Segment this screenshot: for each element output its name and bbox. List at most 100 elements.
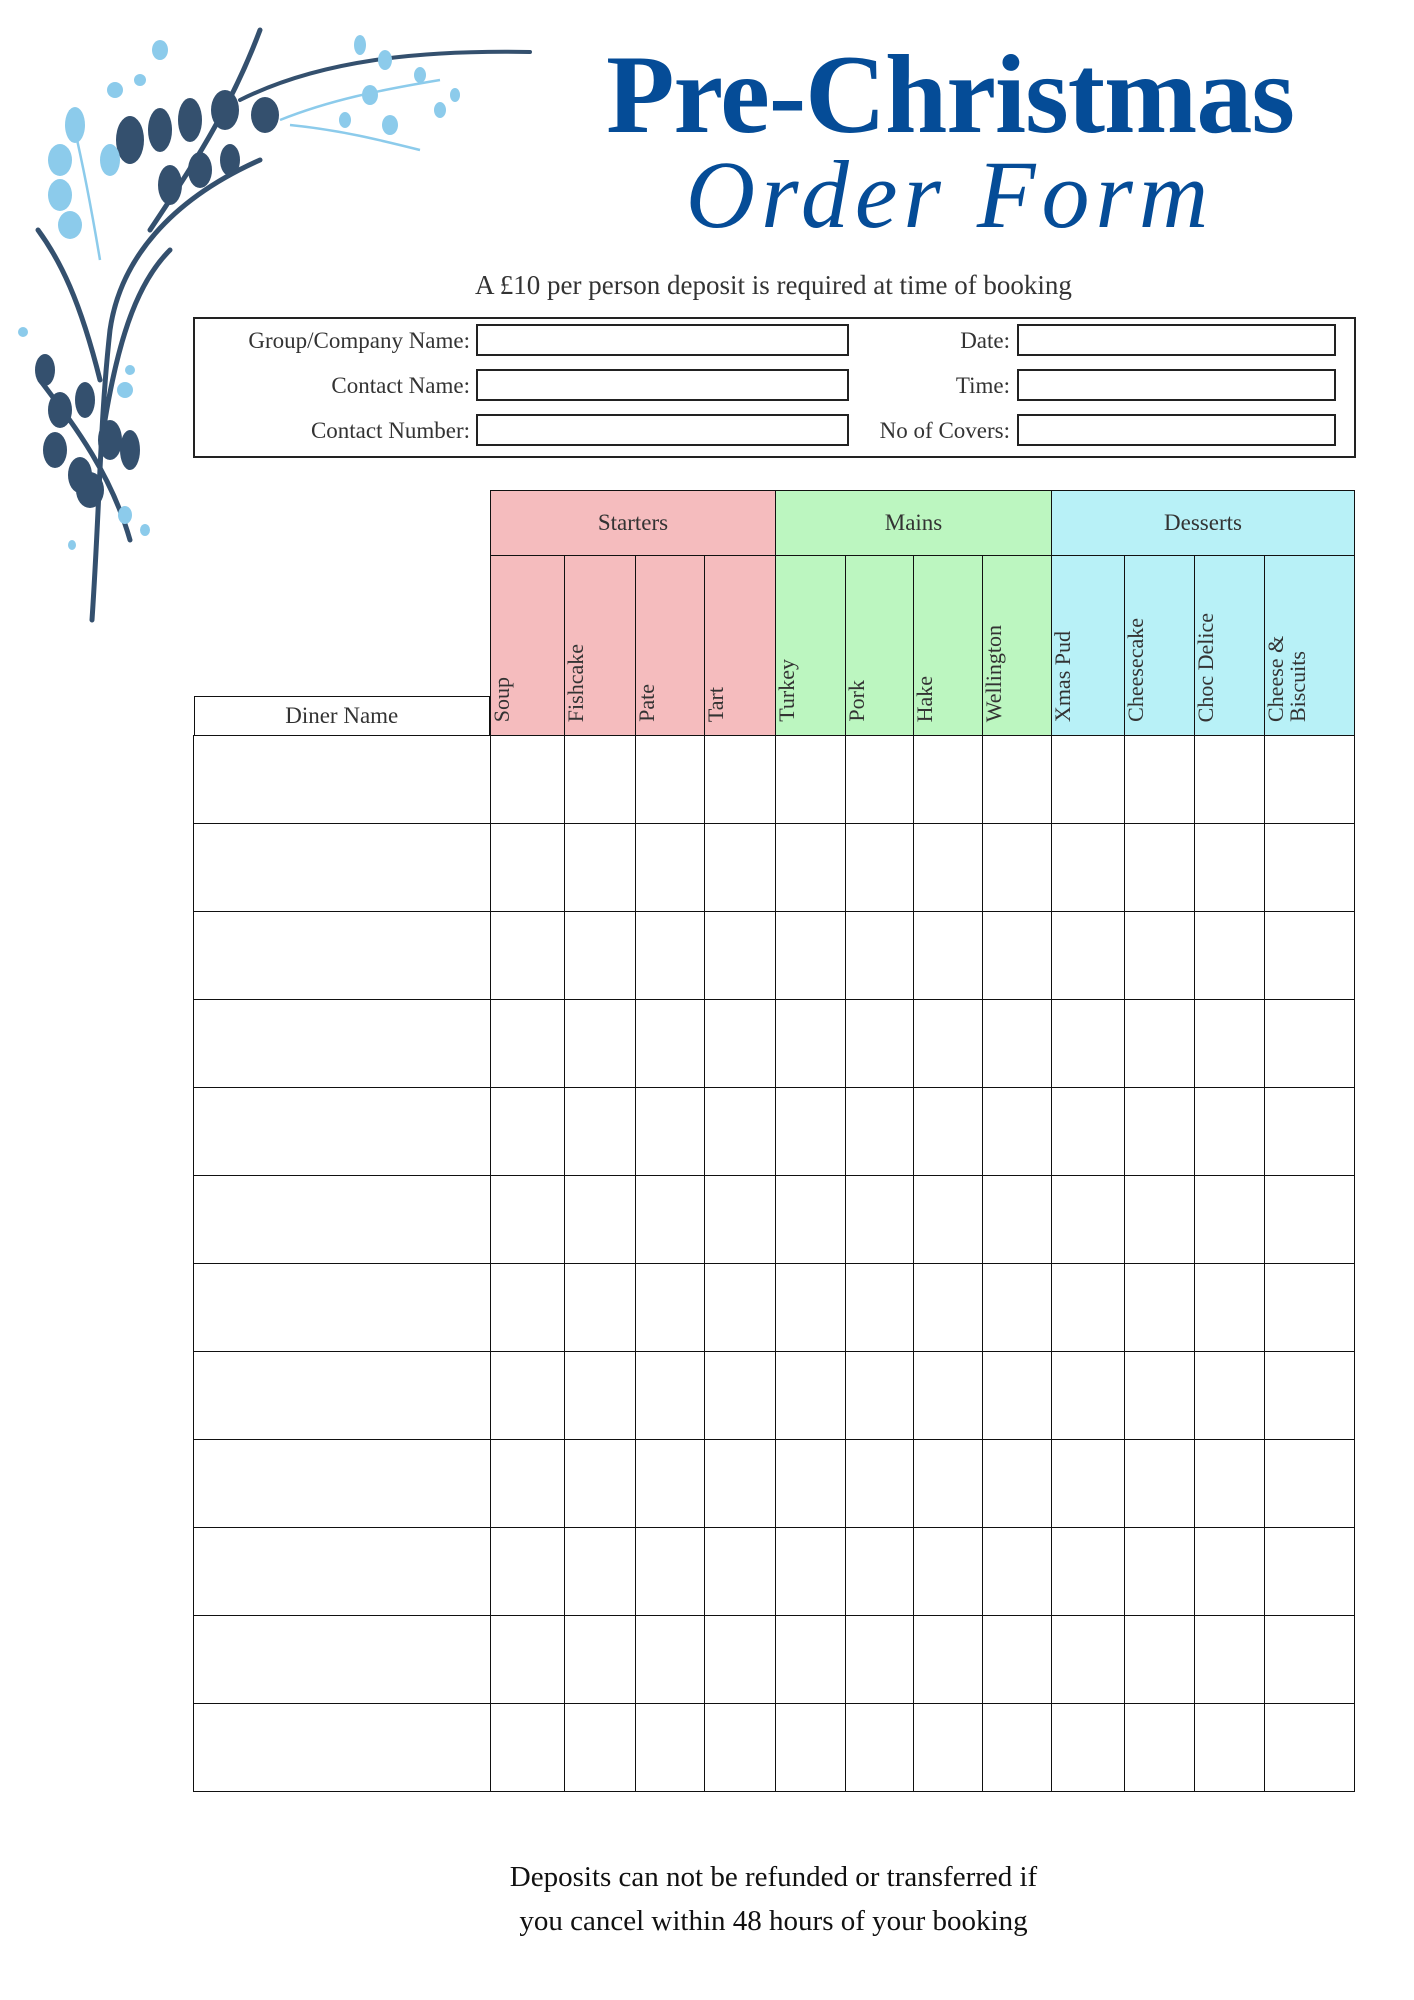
order-cell[interactable] xyxy=(845,911,914,1000)
order-cell[interactable] xyxy=(913,1263,983,1352)
order-cell[interactable] xyxy=(490,1263,565,1352)
order-cell[interactable] xyxy=(564,1527,636,1616)
order-cell[interactable] xyxy=(982,823,1052,912)
order-cell[interactable] xyxy=(564,1087,636,1176)
diner-name-cell[interactable] xyxy=(193,1087,491,1176)
order-cell[interactable] xyxy=(982,911,1052,1000)
order-cell[interactable] xyxy=(1051,1439,1125,1528)
order-cell[interactable] xyxy=(1264,735,1355,824)
order-cell[interactable] xyxy=(913,1703,983,1792)
order-cell[interactable] xyxy=(635,1703,705,1792)
order-cell[interactable] xyxy=(564,823,636,912)
order-cell[interactable] xyxy=(913,823,983,912)
order-cell[interactable] xyxy=(564,999,636,1088)
order-cell[interactable] xyxy=(564,1615,636,1704)
order-cell[interactable] xyxy=(635,1263,705,1352)
order-cell[interactable] xyxy=(982,1087,1052,1176)
order-cell[interactable] xyxy=(1124,1615,1195,1704)
covers-field[interactable] xyxy=(1017,414,1336,446)
order-cell[interactable] xyxy=(635,1439,705,1528)
order-cell[interactable] xyxy=(845,823,914,912)
order-cell[interactable] xyxy=(845,1087,914,1176)
order-cell[interactable] xyxy=(490,1351,565,1440)
contact-name-field[interactable] xyxy=(476,369,849,401)
order-cell[interactable] xyxy=(913,1439,983,1528)
order-cell[interactable] xyxy=(1124,1527,1195,1616)
group-company-name-field[interactable] xyxy=(476,324,849,356)
diner-name-cell[interactable] xyxy=(193,1439,491,1528)
time-field[interactable] xyxy=(1017,369,1336,401)
diner-name-cell[interactable] xyxy=(193,1263,491,1352)
order-cell[interactable] xyxy=(845,1263,914,1352)
order-cell[interactable] xyxy=(490,1439,565,1528)
order-cell[interactable] xyxy=(490,735,565,824)
order-cell[interactable] xyxy=(1124,911,1195,1000)
order-cell[interactable] xyxy=(1124,1351,1195,1440)
order-cell[interactable] xyxy=(775,1615,846,1704)
order-cell[interactable] xyxy=(490,1703,565,1792)
order-cell[interactable] xyxy=(490,1527,565,1616)
order-cell[interactable] xyxy=(564,911,636,1000)
order-cell[interactable] xyxy=(635,1351,705,1440)
order-cell[interactable] xyxy=(775,1175,846,1264)
date-field[interactable] xyxy=(1017,324,1336,356)
order-cell[interactable] xyxy=(775,1351,846,1440)
diner-name-cell[interactable] xyxy=(193,823,491,912)
order-cell[interactable] xyxy=(1051,823,1125,912)
order-cell[interactable] xyxy=(564,1175,636,1264)
order-cell[interactable] xyxy=(704,1439,776,1528)
order-cell[interactable] xyxy=(490,1175,565,1264)
order-cell[interactable] xyxy=(635,1527,705,1616)
order-cell[interactable] xyxy=(704,735,776,824)
order-cell[interactable] xyxy=(704,1703,776,1792)
order-cell[interactable] xyxy=(913,1175,983,1264)
order-cell[interactable] xyxy=(564,1263,636,1352)
diner-name-cell[interactable] xyxy=(193,735,491,824)
order-cell[interactable] xyxy=(1194,1351,1265,1440)
order-cell[interactable] xyxy=(704,1175,776,1264)
diner-name-cell[interactable] xyxy=(193,999,491,1088)
order-cell[interactable] xyxy=(1194,1615,1265,1704)
order-cell[interactable] xyxy=(1194,1175,1265,1264)
order-cell[interactable] xyxy=(775,911,846,1000)
order-cell[interactable] xyxy=(775,823,846,912)
order-cell[interactable] xyxy=(1124,1703,1195,1792)
order-cell[interactable] xyxy=(1264,999,1355,1088)
order-cell[interactable] xyxy=(1124,823,1195,912)
order-cell[interactable] xyxy=(913,1615,983,1704)
order-cell[interactable] xyxy=(845,1703,914,1792)
order-cell[interactable] xyxy=(564,1351,636,1440)
order-cell[interactable] xyxy=(775,1703,846,1792)
order-cell[interactable] xyxy=(635,823,705,912)
diner-name-cell[interactable] xyxy=(193,1615,491,1704)
order-cell[interactable] xyxy=(704,1351,776,1440)
order-cell[interactable] xyxy=(704,1527,776,1616)
order-cell[interactable] xyxy=(845,735,914,824)
order-cell[interactable] xyxy=(982,1263,1052,1352)
diner-name-cell[interactable] xyxy=(193,1527,491,1616)
order-cell[interactable] xyxy=(845,1615,914,1704)
order-cell[interactable] xyxy=(1264,1615,1355,1704)
order-cell[interactable] xyxy=(913,735,983,824)
order-cell[interactable] xyxy=(1264,1175,1355,1264)
order-cell[interactable] xyxy=(635,1175,705,1264)
order-cell[interactable] xyxy=(775,1527,846,1616)
order-cell[interactable] xyxy=(982,999,1052,1088)
order-cell[interactable] xyxy=(490,823,565,912)
order-cell[interactable] xyxy=(1264,1703,1355,1792)
order-cell[interactable] xyxy=(845,1527,914,1616)
order-cell[interactable] xyxy=(490,999,565,1088)
order-cell[interactable] xyxy=(1051,1615,1125,1704)
order-cell[interactable] xyxy=(1051,1263,1125,1352)
order-cell[interactable] xyxy=(845,1439,914,1528)
order-cell[interactable] xyxy=(1194,735,1265,824)
order-cell[interactable] xyxy=(1124,1439,1195,1528)
order-cell[interactable] xyxy=(982,1439,1052,1528)
order-cell[interactable] xyxy=(913,911,983,1000)
order-cell[interactable] xyxy=(982,1703,1052,1792)
order-cell[interactable] xyxy=(1124,1175,1195,1264)
order-cell[interactable] xyxy=(635,1087,705,1176)
diner-name-cell[interactable] xyxy=(193,1703,491,1792)
order-cell[interactable] xyxy=(913,1351,983,1440)
order-cell[interactable] xyxy=(635,911,705,1000)
